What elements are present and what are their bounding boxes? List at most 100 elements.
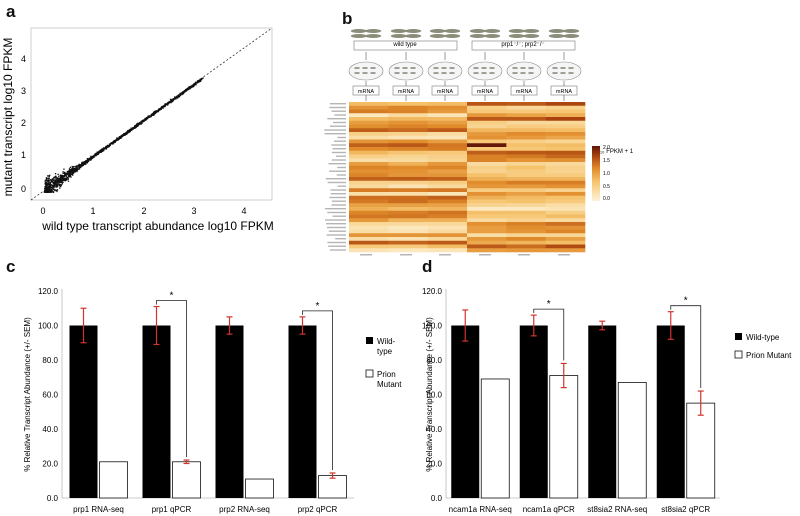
tube-icon xyxy=(506,61,542,81)
scatter-point xyxy=(68,175,70,177)
scatter-point xyxy=(71,169,73,171)
mrna-label: mRNA xyxy=(556,89,573,95)
scatter-point xyxy=(121,134,123,136)
scatter-point xyxy=(49,182,51,185)
bar-wild-type xyxy=(656,325,685,498)
scatter-point xyxy=(55,180,58,182)
scatter-point xyxy=(65,177,67,180)
scatter-point xyxy=(47,184,49,186)
fish-icon xyxy=(469,34,486,38)
mrna-box xyxy=(392,85,420,96)
scatter-point xyxy=(74,169,76,171)
scatter-point xyxy=(153,111,155,113)
scatter-point xyxy=(45,191,47,193)
y-tick-label: 3 xyxy=(21,86,26,96)
heatmap-cell xyxy=(545,128,586,133)
fish-icon xyxy=(429,29,446,33)
scatter-point xyxy=(100,150,102,153)
bar-prion-mutant xyxy=(99,461,128,499)
scatter-point xyxy=(202,77,204,79)
heatmap-cell xyxy=(545,229,586,234)
gene-label-mark xyxy=(328,163,346,165)
x-category-label: prp1 RNA-seq xyxy=(73,505,124,514)
scatter-point xyxy=(131,129,133,131)
heatmap-cell xyxy=(545,105,586,110)
scatter-point xyxy=(56,179,58,181)
scatter-point xyxy=(193,84,195,86)
scatter-point xyxy=(69,175,71,177)
scatter-point xyxy=(74,168,77,170)
scatter-point xyxy=(191,86,193,88)
scatter-point xyxy=(142,120,144,122)
scatter-point xyxy=(73,170,75,172)
heatmap-cell xyxy=(388,233,428,238)
heatmap-cell xyxy=(467,124,507,129)
scatter-point xyxy=(62,179,64,181)
y-tick-label: 20.0 xyxy=(426,460,442,469)
scatter-point xyxy=(171,100,173,103)
heatmap-cell xyxy=(506,128,546,133)
scatter-point xyxy=(124,134,126,136)
scatter-point xyxy=(183,90,185,93)
scatter-point xyxy=(172,100,174,102)
scatter-point xyxy=(98,152,100,154)
scatter-point xyxy=(48,178,50,180)
scatter-point xyxy=(146,117,148,119)
heatmap-cell xyxy=(427,109,468,114)
heatmap-cell xyxy=(349,169,389,174)
scatter-point xyxy=(94,153,97,156)
mrna-boxes: mRNA mRNA mRNA mRNA mRNA mRNA xyxy=(352,85,578,96)
scatter-point xyxy=(132,128,134,130)
scatter-point xyxy=(67,180,70,182)
fish-icon xyxy=(523,29,540,33)
scatter-point xyxy=(105,148,108,150)
scatter-point xyxy=(74,165,76,168)
scatter-point xyxy=(61,174,63,176)
scatter-point xyxy=(174,96,176,98)
scatter-point xyxy=(44,183,46,185)
scatter-point xyxy=(130,129,132,131)
heatmap-cell xyxy=(467,158,507,163)
heatmap-cell xyxy=(349,147,389,152)
significance-star: * xyxy=(170,291,174,302)
scatter-point xyxy=(150,116,152,118)
scatter-point xyxy=(56,186,59,188)
scatter-point xyxy=(65,174,67,176)
heatmap-cell xyxy=(349,105,389,110)
scatter-point xyxy=(108,145,111,147)
bar-wild-type xyxy=(519,325,548,498)
legend-tick: 2.0 xyxy=(603,145,610,151)
scatter-point xyxy=(60,179,63,181)
scatter-point xyxy=(80,164,82,166)
heatmap-cell xyxy=(545,195,586,200)
heatmap-cell xyxy=(506,203,546,208)
scatter-point xyxy=(67,170,69,172)
fish-icon xyxy=(354,67,360,69)
heatmap-cell xyxy=(506,117,546,122)
heatmap-color-legend: log₁₀ FPKM + 1 2.0 1.5 1.0 0.5 0.0 xyxy=(592,145,634,202)
bar-wild-type xyxy=(215,325,244,498)
scatter-point xyxy=(88,158,90,160)
scatter-point xyxy=(139,122,141,124)
y-tick-label: 100.0 xyxy=(422,322,443,331)
heatmap-cell xyxy=(427,162,468,167)
legend-tick: 1.0 xyxy=(603,171,610,177)
scatter-point xyxy=(197,79,199,82)
scatter-point xyxy=(76,164,78,167)
gene-label-mark xyxy=(327,118,346,120)
scatter-point xyxy=(112,142,114,144)
scatter-point xyxy=(190,86,192,88)
gene-label-mark xyxy=(331,204,346,206)
scatter-point xyxy=(57,181,59,183)
scatter-point xyxy=(69,173,71,176)
scatter-point xyxy=(58,177,60,179)
scatter-point xyxy=(76,170,78,173)
scatter-point xyxy=(44,189,47,191)
scatter-point xyxy=(49,190,51,192)
scatter-point xyxy=(135,124,137,126)
scatter-point xyxy=(72,172,75,174)
fish-icon xyxy=(508,34,525,38)
scatter-point xyxy=(64,179,67,182)
heatmap-cell xyxy=(467,210,507,215)
scatter-point xyxy=(46,178,48,180)
